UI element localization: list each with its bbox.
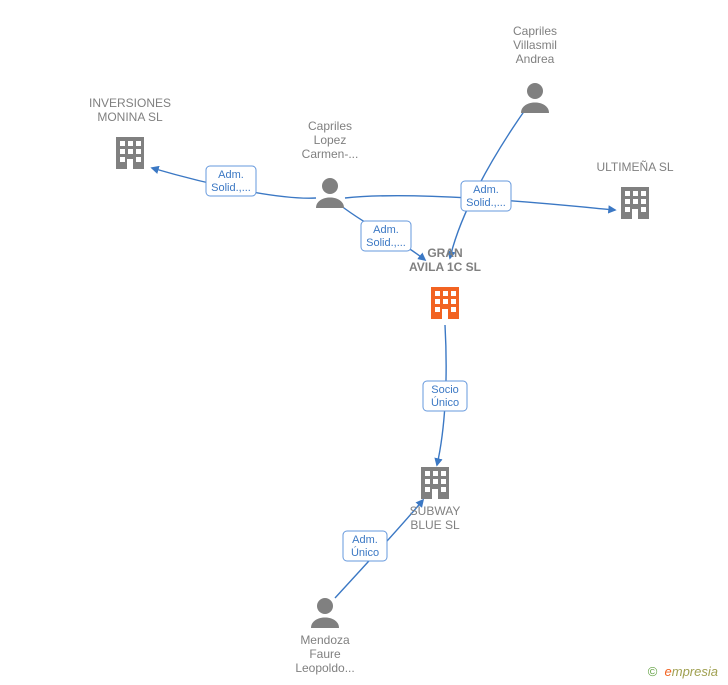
- node-capriles-villasmil[interactable]: Capriles Villasmil Andrea: [513, 24, 557, 113]
- node-label: Carmen-...: [302, 147, 359, 161]
- network-diagram: Adm. Solid.,... Adm. Solid.,... Adm. Sol…: [0, 0, 728, 685]
- node-label: Capriles: [513, 24, 557, 38]
- node-label: Capriles: [308, 119, 352, 133]
- node-label: AVILA 1C SL: [409, 260, 481, 274]
- node-label: Andrea: [516, 52, 555, 66]
- node-label: Faure: [309, 647, 341, 661]
- node-label: MONINA SL: [97, 110, 163, 124]
- edge-label-text: Adm.: [473, 184, 499, 196]
- node-label: Leopoldo...: [295, 661, 354, 675]
- person-icon: [316, 178, 344, 208]
- person-icon: [521, 83, 549, 113]
- node-ultimena[interactable]: ULTIMEÑA SL: [596, 160, 673, 219]
- node-label: BLUE SL: [410, 518, 460, 532]
- nodes: INVERSIONES MONINA SL Capriles Lopez Car…: [89, 24, 674, 675]
- building-icon: [431, 287, 459, 319]
- edge-label-text: Adm.: [352, 534, 378, 546]
- node-label: Villasmil: [513, 38, 557, 52]
- node-mendoza[interactable]: Mendoza Faure Leopoldo...: [295, 598, 354, 675]
- node-subway-blue[interactable]: SUBWAY BLUE SL: [410, 467, 461, 532]
- node-label: Mendoza: [300, 633, 350, 647]
- edge-labels: Adm. Solid.,... Adm. Solid.,... Adm. Sol…: [206, 166, 511, 561]
- node-label: SUBWAY: [410, 504, 461, 518]
- node-label: GRAN: [427, 246, 462, 260]
- node-capriles-lopez[interactable]: Capriles Lopez Carmen-...: [302, 119, 359, 208]
- edge-label-text: Socio: [431, 384, 459, 396]
- edge-label-text: Solid.,...: [466, 197, 506, 209]
- node-inversiones-monina[interactable]: INVERSIONES MONINA SL: [89, 96, 171, 169]
- edge-label-text: Único: [351, 546, 379, 559]
- person-icon: [311, 598, 339, 628]
- node-gran-avila[interactable]: GRAN AVILA 1C SL: [409, 246, 481, 319]
- credit-symbol: ©: [648, 664, 658, 679]
- building-icon: [421, 467, 449, 499]
- edge-label-text: Único: [431, 396, 459, 409]
- credit-label: © empresia: [648, 664, 718, 679]
- edge-label-text: Adm.: [218, 169, 244, 181]
- building-icon: [116, 137, 144, 169]
- node-label: ULTIMEÑA SL: [596, 160, 673, 174]
- credit-text: mpresia: [672, 664, 718, 679]
- edge-label-text: Solid.,...: [211, 182, 251, 194]
- node-label: INVERSIONES: [89, 96, 171, 110]
- node-label: Lopez: [314, 133, 347, 147]
- edge-label-text: Solid.,...: [366, 237, 406, 249]
- building-icon: [621, 187, 649, 219]
- edge-label-text: Adm.: [373, 224, 399, 236]
